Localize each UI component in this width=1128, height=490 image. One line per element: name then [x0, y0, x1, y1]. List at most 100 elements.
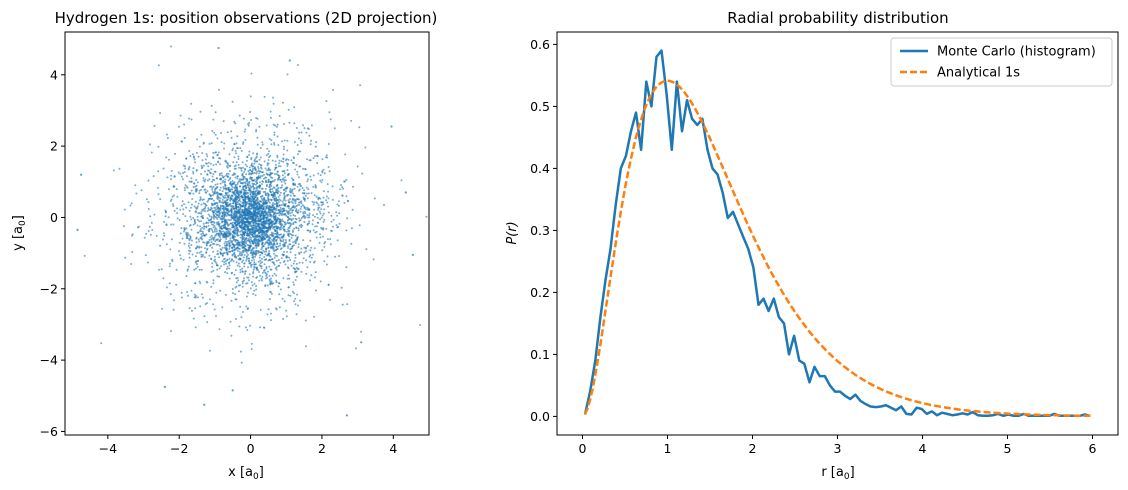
scatter-point: [264, 205, 267, 208]
scatter-point: [170, 178, 172, 181]
scatter-point: [224, 184, 227, 187]
scatter-point: [400, 179, 403, 182]
scatter-point: [196, 245, 199, 248]
scatter-point: [270, 247, 272, 250]
scatter-point: [172, 223, 175, 226]
scatter-point: [201, 296, 204, 299]
scatter-point: [250, 244, 253, 247]
scatter-point: [230, 210, 233, 213]
scatter-point: [323, 172, 326, 175]
scatter-point: [311, 253, 314, 256]
scatter-point: [315, 230, 318, 233]
scatter-point: [240, 149, 243, 152]
scatter-point: [170, 223, 172, 226]
scatter-point: [239, 185, 242, 188]
scatter-point: [291, 197, 294, 200]
scatter-point: [187, 265, 190, 268]
scatter-point: [183, 171, 186, 173]
scatter-point: [250, 238, 253, 241]
scatter-point: [319, 233, 321, 236]
scatter-point: [265, 180, 267, 183]
scatter-point: [267, 167, 270, 170]
scatter-point: [270, 199, 273, 202]
series-analytical-line: [583, 79, 1093, 418]
scatter-point: [270, 226, 273, 229]
scatter-point: [212, 173, 215, 175]
scatter-point: [222, 120, 225, 123]
scatter-point: [276, 156, 279, 159]
scatter-point: [258, 226, 261, 229]
scatter-point: [288, 256, 291, 259]
scatter-point: [241, 238, 244, 241]
scatter-point: [314, 289, 317, 292]
scatter-point: [307, 192, 310, 195]
scatter-point: [256, 192, 259, 195]
scatter-point: [233, 165, 236, 168]
scatter-point: [226, 258, 229, 261]
scatter-point: [213, 259, 216, 262]
scatter-point: [193, 182, 196, 185]
scatter-point: [204, 178, 207, 181]
scatter-point: [203, 315, 206, 318]
scatter-point: [247, 276, 250, 279]
scatter-point: [257, 176, 260, 179]
scatter-point: [310, 192, 313, 195]
scatter-point: [196, 224, 199, 227]
scatter-point: [284, 182, 287, 185]
scatter-point: [166, 176, 169, 179]
scatter-point: [326, 183, 329, 186]
scatter-point: [275, 274, 278, 277]
scatter-point: [260, 204, 263, 207]
scatter-point: [197, 202, 200, 205]
scatter-point: [262, 326, 265, 329]
scatter-point: [314, 184, 317, 187]
scatter-point: [244, 270, 247, 273]
scatter-point: [255, 238, 257, 241]
scatter-point: [287, 216, 290, 219]
scatter-point: [257, 165, 260, 168]
scatter-point: [238, 250, 241, 253]
scatter-point: [289, 187, 292, 190]
scatter-point: [224, 240, 227, 243]
scatter-point: [302, 198, 305, 200]
scatter-point: [215, 201, 218, 204]
scatter-point: [233, 211, 236, 214]
scatter-point: [248, 199, 251, 202]
scatter-point: [319, 218, 322, 221]
scatter-point: [179, 232, 182, 235]
scatter-point: [271, 176, 274, 179]
scatter-point: [237, 155, 240, 158]
scatter-point: [277, 186, 280, 189]
scatter-point: [212, 223, 215, 226]
scatter-point: [200, 233, 203, 236]
scatter-point: [260, 277, 263, 280]
scatter-point: [178, 241, 181, 244]
scatter-point: [275, 245, 278, 248]
scatter-point: [317, 207, 320, 209]
scatter-point: [246, 183, 249, 185]
scatter-point: [245, 187, 247, 190]
scatter-point: [263, 173, 265, 176]
scatter-point: [217, 151, 220, 154]
scatter-point: [275, 166, 278, 169]
scatter-point: [248, 235, 251, 238]
scatter-point: [195, 241, 198, 244]
scatter-point: [221, 246, 224, 249]
scatter-point: [238, 190, 241, 192]
scatter-point: [253, 241, 256, 244]
scatter-point: [195, 211, 197, 214]
scatter-point: [281, 212, 284, 215]
scatter-point: [235, 285, 238, 288]
scatter-point: [235, 152, 237, 155]
scatter-point: [260, 167, 263, 170]
scatter-point: [225, 196, 227, 199]
scatter-point: [183, 189, 186, 192]
scatter-point: [172, 185, 175, 188]
scatter-point: [233, 182, 236, 185]
scatter-point: [306, 180, 309, 183]
scatter-point: [235, 225, 237, 228]
scatter-point: [233, 143, 236, 146]
scatter-point: [319, 174, 322, 177]
scatter-point: [270, 181, 273, 184]
scatter-point: [226, 272, 229, 275]
